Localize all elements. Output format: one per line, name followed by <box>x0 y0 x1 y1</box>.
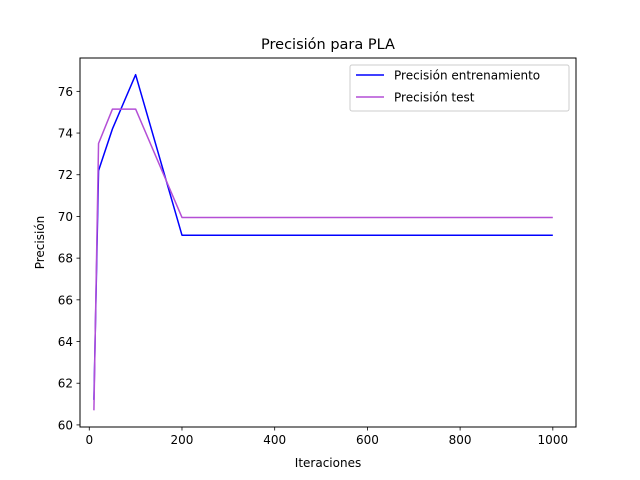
y-tick-label-8: 76 <box>58 85 73 99</box>
legend-box <box>349 64 570 112</box>
x-tick-label-3: 600 <box>356 433 379 447</box>
chart-title: Precisión para PLA <box>261 37 395 53</box>
x-tick-label-0: 0 <box>85 433 93 447</box>
x-axis-title: Iteraciones <box>295 456 361 470</box>
x-tick-label-1: 200 <box>171 433 194 447</box>
y-axis-title: Precisión <box>33 216 47 270</box>
legend-label-0: Precisión entrenamiento <box>394 69 540 83</box>
y-tick-label-5: 70 <box>58 210 73 224</box>
y-tick-label-3: 66 <box>58 293 73 307</box>
legend-label-1: Precisión test <box>394 91 475 105</box>
y-tick-label-6: 72 <box>58 168 73 182</box>
plot-frame <box>79 57 577 428</box>
x-tick-label-5: 1000 <box>538 433 569 447</box>
lines-layer <box>93 73 553 411</box>
ticks-layer: 0 200 400 600 800 1000 60 62 64 66 68 70 72 74 76 <box>58 85 568 447</box>
y-tick-label-1: 62 <box>58 377 73 391</box>
y-tick-label-4: 68 <box>58 252 73 266</box>
legend: Precisión entrenamiento Precisión test <box>349 64 570 112</box>
x-tick-label-4: 800 <box>449 433 472 447</box>
y-tick-label-7: 74 <box>58 127 73 141</box>
y-tick-label-0: 60 <box>58 418 73 432</box>
x-tick-label-2: 400 <box>263 433 286 447</box>
series-line-1 <box>93 108 553 411</box>
y-tick-label-2: 64 <box>58 335 73 349</box>
